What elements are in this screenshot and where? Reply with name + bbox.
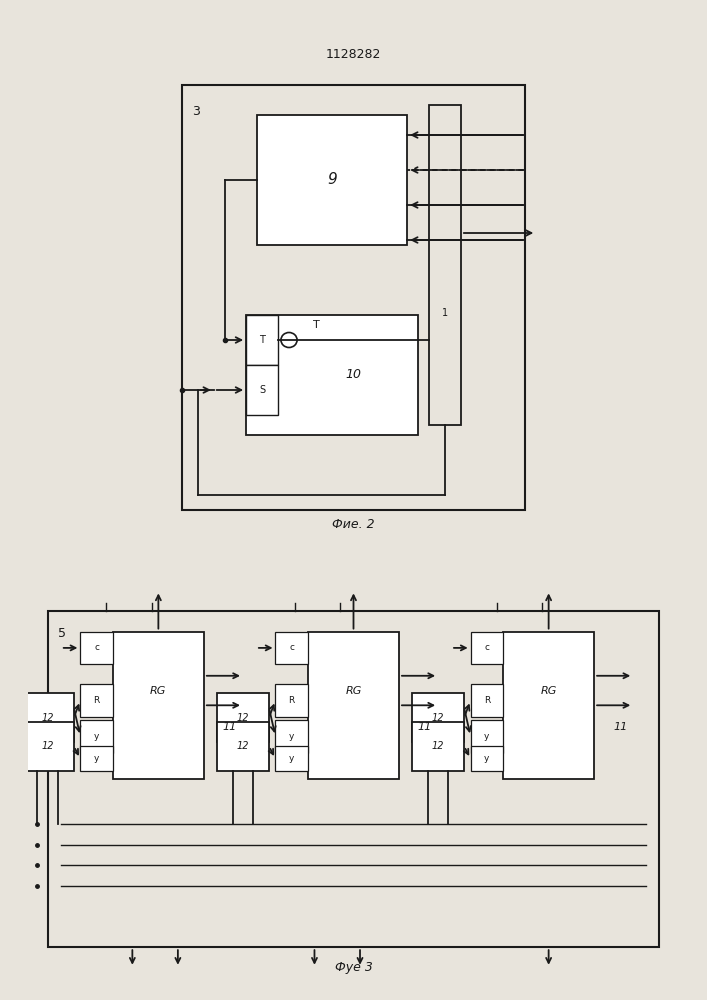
Bar <box>257 115 407 245</box>
Text: RG: RG <box>150 686 167 696</box>
Text: 12: 12 <box>432 713 444 723</box>
Text: T: T <box>259 335 265 345</box>
Bar <box>276 746 308 771</box>
Text: 12: 12 <box>432 741 444 751</box>
Text: y: y <box>94 732 99 741</box>
Bar <box>276 632 308 664</box>
Text: 5: 5 <box>57 627 66 640</box>
Bar <box>276 720 308 753</box>
Bar <box>471 746 503 771</box>
Bar <box>471 720 503 753</box>
Text: RG: RG <box>540 686 557 696</box>
Text: y: y <box>484 732 489 741</box>
Text: R: R <box>484 696 490 705</box>
Bar <box>471 684 503 717</box>
Bar <box>217 693 269 742</box>
Text: y: y <box>484 754 489 763</box>
Bar <box>22 722 74 771</box>
Bar <box>276 684 308 717</box>
Bar <box>113 632 204 779</box>
Text: y: y <box>94 754 99 763</box>
Text: y: y <box>289 732 294 741</box>
Bar <box>308 632 399 779</box>
Text: 1: 1 <box>442 308 448 318</box>
Bar <box>412 693 464 742</box>
Bar <box>246 365 279 415</box>
Text: 11: 11 <box>418 722 432 732</box>
Text: Фие. 2: Фие. 2 <box>332 518 375 532</box>
Text: RG: RG <box>345 686 362 696</box>
Bar <box>246 315 418 435</box>
Bar <box>81 746 113 771</box>
Text: c: c <box>94 643 99 652</box>
Text: c: c <box>484 643 489 652</box>
Bar <box>412 722 464 771</box>
Text: c: c <box>289 643 294 652</box>
Bar <box>81 720 113 753</box>
Text: T: T <box>312 320 320 330</box>
Text: Фуе 3: Фуе 3 <box>334 961 373 974</box>
Bar <box>246 315 279 365</box>
Text: R: R <box>288 696 295 705</box>
Bar <box>48 611 659 947</box>
Bar <box>81 632 113 664</box>
Bar <box>503 632 594 779</box>
Text: S: S <box>259 385 265 395</box>
Bar <box>217 722 269 771</box>
Bar <box>471 632 503 664</box>
Bar <box>81 684 113 717</box>
Bar <box>428 105 461 425</box>
Bar <box>182 85 525 510</box>
Bar <box>22 693 74 742</box>
Text: 12: 12 <box>42 741 54 751</box>
Text: 9: 9 <box>327 172 337 188</box>
Text: 1128282: 1128282 <box>326 48 381 61</box>
Text: R: R <box>93 696 100 705</box>
Text: 11: 11 <box>613 722 627 732</box>
Text: y: y <box>289 754 294 763</box>
Text: 12: 12 <box>237 713 249 723</box>
Text: 12: 12 <box>42 713 54 723</box>
Text: 11: 11 <box>223 722 237 732</box>
Text: 3: 3 <box>192 105 200 118</box>
Text: 10: 10 <box>346 368 361 381</box>
Text: 12: 12 <box>237 741 249 751</box>
